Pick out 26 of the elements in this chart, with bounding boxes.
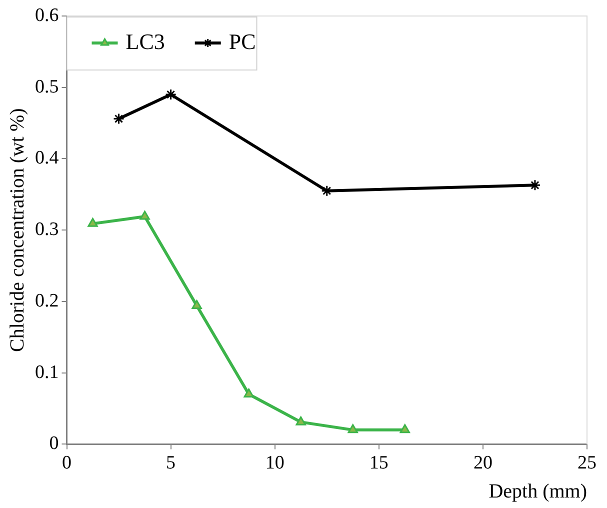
point	[113, 113, 125, 125]
y-tick-label: 0	[49, 433, 59, 454]
x-tick-label: 20	[473, 452, 492, 474]
x-tick-label: 10	[265, 452, 284, 474]
y-tick-label: 0.4	[35, 148, 60, 169]
y-tick-label: 0.6	[35, 4, 59, 26]
point	[244, 388, 254, 398]
point	[400, 424, 410, 434]
x-tick-label: 25	[578, 452, 596, 474]
legend-label: PC	[228, 28, 256, 54]
legend-label: LC3	[126, 28, 165, 54]
point	[192, 300, 202, 309]
point	[296, 416, 306, 426]
x-tick-label: 5	[166, 452, 176, 474]
x-tick-label: 15	[369, 452, 388, 474]
point	[88, 218, 98, 227]
y-tick-label: 0.1	[35, 362, 59, 383]
point	[348, 424, 358, 434]
point	[529, 179, 541, 191]
x-axis-title: Depth (mm)	[488, 480, 587, 502]
y-axis-title: Chloride concentration (wt %)	[6, 108, 28, 352]
y-tick-label: 0.2	[35, 290, 59, 312]
point	[165, 88, 177, 100]
y-tick-label: 0.3	[35, 219, 59, 240]
point	[140, 210, 150, 220]
y-tick-label: 0.5	[35, 76, 59, 98]
